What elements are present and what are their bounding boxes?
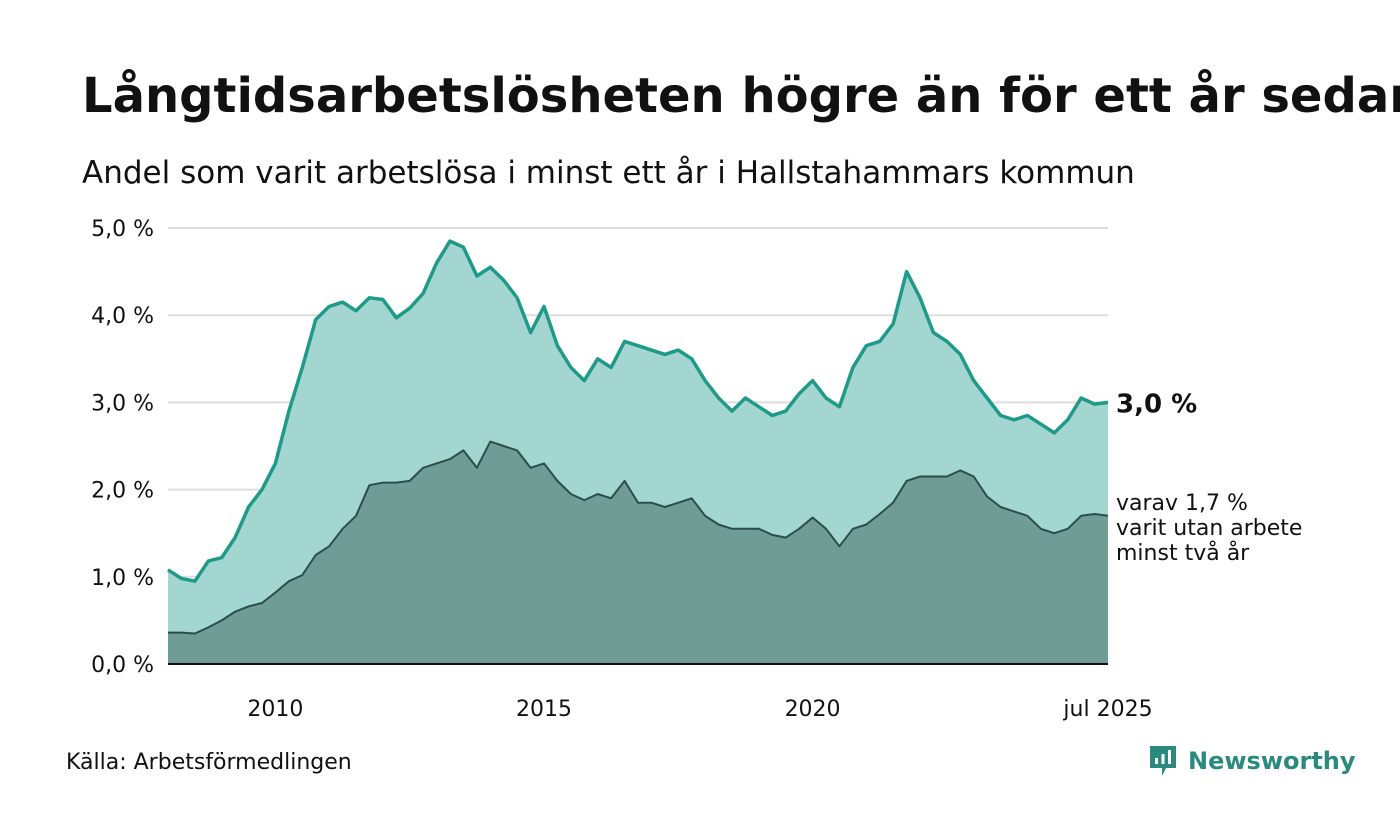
chart-subtitle: Andel som varit arbetslösa i minst ett å… [82,155,1135,191]
end-label-sub-line-2: varit utan arbete [1116,516,1302,541]
y-tick-label: 2,0 % [91,479,154,504]
end-label-total: 3,0 % [1116,389,1197,419]
series-two-year-line [168,440,1109,635]
chart-title: Långtidsarbetslösheten högre än för ett … [82,68,1400,124]
y-tick-label: 5,0 % [91,217,154,242]
y-tick-label: 4,0 % [91,304,154,329]
y-tick-label: 3,0 % [91,391,154,416]
axes: 0,0 % 1,0 % 2,0 % 3,0 % 4,0 % 5,0 % 2010 2015 20… [91,217,1152,722]
series-long-term-line [167,239,1109,583]
y-tick-label: 0,0 % [91,653,154,678]
end-label-sub-line-3: minst två år [1116,540,1250,566]
brand-name: Newsworthy [1188,747,1356,775]
brand-logo: Newsworthy [1148,744,1356,778]
x-tick-label: jul 2025 [1062,697,1152,722]
x-tick-label: 2020 [785,697,841,722]
end-label-sub-line-1: varav 1,7 % [1116,491,1248,516]
series-two-year-area [168,441,1108,664]
chart-areas [167,239,1109,664]
end-labels: 3,0 % varav 1,7 % varit utan arbete mins… [1116,389,1302,565]
x-tick-label: 2010 [247,697,303,722]
source-note: Källa: Arbetsförmedlingen [66,750,352,775]
newsworthy-logo-icon [1150,746,1176,776]
x-tick-label: 2015 [516,697,572,722]
area-chart: 0,0 % 1,0 % 2,0 % 3,0 % 4,0 % 5,0 % 2010 2015 20… [91,217,1302,722]
y-tick-label: 1,0 % [91,566,154,591]
